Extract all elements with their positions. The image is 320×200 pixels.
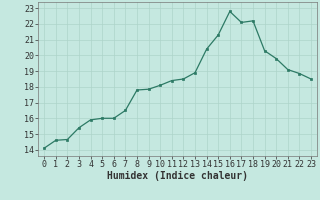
X-axis label: Humidex (Indice chaleur): Humidex (Indice chaleur) <box>107 171 248 181</box>
